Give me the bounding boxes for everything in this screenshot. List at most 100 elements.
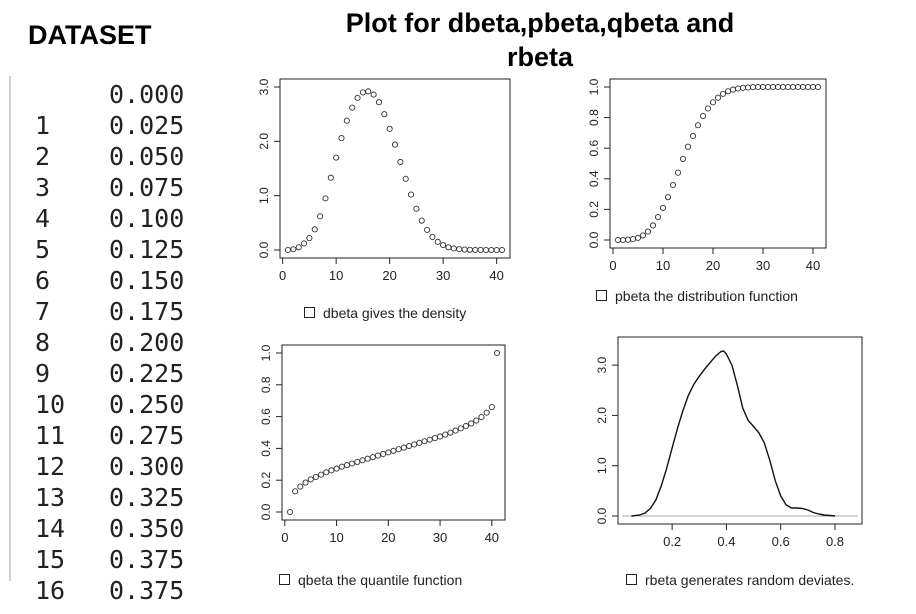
dataset-title: DATASET xyxy=(28,20,152,50)
data-point xyxy=(317,471,325,478)
row-value: 0.100 xyxy=(109,204,185,233)
data-point xyxy=(488,246,495,254)
data-point xyxy=(295,244,302,251)
caption-pbeta: pbeta the distribution function xyxy=(596,288,798,304)
data-point xyxy=(614,236,622,244)
row-value: 0.075 xyxy=(109,173,185,202)
data-point xyxy=(659,204,667,211)
x-tick-label: 10 xyxy=(329,530,343,545)
data-point xyxy=(461,246,468,253)
x-tick-label: 20 xyxy=(381,530,395,545)
row-value: 0.350 xyxy=(109,514,185,543)
data-point xyxy=(709,99,717,106)
data-point xyxy=(354,458,361,465)
checkbox-bullet-icon xyxy=(304,307,315,318)
data-point xyxy=(306,234,313,242)
x-tick-label: 0.2 xyxy=(663,534,681,549)
data-point xyxy=(328,467,335,474)
data-point xyxy=(323,469,330,476)
data-point xyxy=(380,450,387,458)
data-point xyxy=(466,246,473,253)
data-point xyxy=(493,246,500,254)
data-point xyxy=(789,83,797,91)
checkbox-bullet-icon xyxy=(279,574,290,585)
data-point xyxy=(431,435,438,442)
caption-qbeta: qbeta the quantile function xyxy=(279,572,462,588)
y-tick-label: 0.0 xyxy=(587,231,601,248)
dataset-table: 0.000 1 0.025 2 0.050 3 0.075 4 0.100 5 0.125 6 0.15… xyxy=(9,76,231,605)
data-point xyxy=(804,83,812,91)
x-tick-label: 20 xyxy=(382,268,396,283)
y-tick-label: 1.0 xyxy=(587,78,601,95)
data-point xyxy=(349,104,356,111)
row-index: 16 xyxy=(35,576,66,605)
data-point xyxy=(322,195,329,202)
data-point xyxy=(674,169,682,176)
x-tick-label: 20 xyxy=(706,258,720,273)
data-point xyxy=(359,89,366,96)
y-tick-label: 0.8 xyxy=(587,109,601,126)
data-point xyxy=(421,438,428,445)
data-point xyxy=(327,174,334,181)
data-point xyxy=(719,90,727,97)
data-point xyxy=(302,479,309,486)
data-point xyxy=(317,213,324,220)
plot-title-line-1: Plot for dbeta,pbeta,qbeta and xyxy=(345,8,735,38)
x-tick-label: 40 xyxy=(806,258,820,273)
row-value: 0.150 xyxy=(109,266,185,295)
x-tick-label: 0 xyxy=(609,258,616,273)
data-point xyxy=(370,91,377,98)
y-tick-label: 0.2 xyxy=(259,472,273,489)
data-point xyxy=(311,226,318,233)
checkbox-bullet-icon xyxy=(626,574,637,585)
data-point xyxy=(445,244,452,251)
data-point xyxy=(457,425,464,432)
x-tick-label: 30 xyxy=(756,258,770,273)
data-point xyxy=(664,194,672,201)
y-tick-label: 0.2 xyxy=(587,201,601,218)
data-point xyxy=(624,236,632,243)
data-point xyxy=(416,439,423,446)
y-tick-label: 3.0 xyxy=(595,356,609,373)
data-point xyxy=(395,446,402,453)
data-point xyxy=(794,83,802,91)
data-point xyxy=(784,83,792,91)
data-point xyxy=(639,232,647,239)
data-point xyxy=(397,158,404,166)
checkbox-bullet-icon xyxy=(596,290,607,301)
row-index: 5 xyxy=(35,235,51,264)
data-point xyxy=(654,213,662,221)
data-point xyxy=(312,473,319,481)
data-point xyxy=(429,233,436,241)
row-index: 2 xyxy=(35,142,51,171)
plot-frame-dbeta xyxy=(279,78,511,259)
data-point xyxy=(390,447,397,454)
data-point xyxy=(354,94,361,101)
data-point xyxy=(452,427,459,434)
x-tick-label: 10 xyxy=(329,268,343,283)
data-point xyxy=(413,205,420,212)
data-point xyxy=(402,175,409,182)
data-point xyxy=(349,460,356,467)
data-point xyxy=(400,444,407,451)
data-point xyxy=(483,409,490,416)
data-point xyxy=(629,236,637,243)
y-tick-label: 0.0 xyxy=(257,241,271,258)
data-point xyxy=(679,155,687,162)
data-point xyxy=(338,135,345,142)
data-point xyxy=(478,414,485,421)
row-value: 0.375 xyxy=(109,545,185,574)
data-point xyxy=(434,238,441,245)
data-point xyxy=(391,141,399,148)
row-value: 0.275 xyxy=(109,421,185,450)
x-tick-label: 0.6 xyxy=(772,534,790,549)
data-point xyxy=(369,454,376,461)
caption-rbeta: rbeta generates random deviates. xyxy=(626,572,854,588)
data-point xyxy=(774,83,782,91)
y-tick-label: 1.0 xyxy=(595,457,609,474)
x-tick-label: 40 xyxy=(485,530,499,545)
row-value: 0.300 xyxy=(109,452,185,481)
data-point xyxy=(694,122,702,129)
data-point xyxy=(488,404,495,411)
row-index: 14 xyxy=(35,514,66,543)
